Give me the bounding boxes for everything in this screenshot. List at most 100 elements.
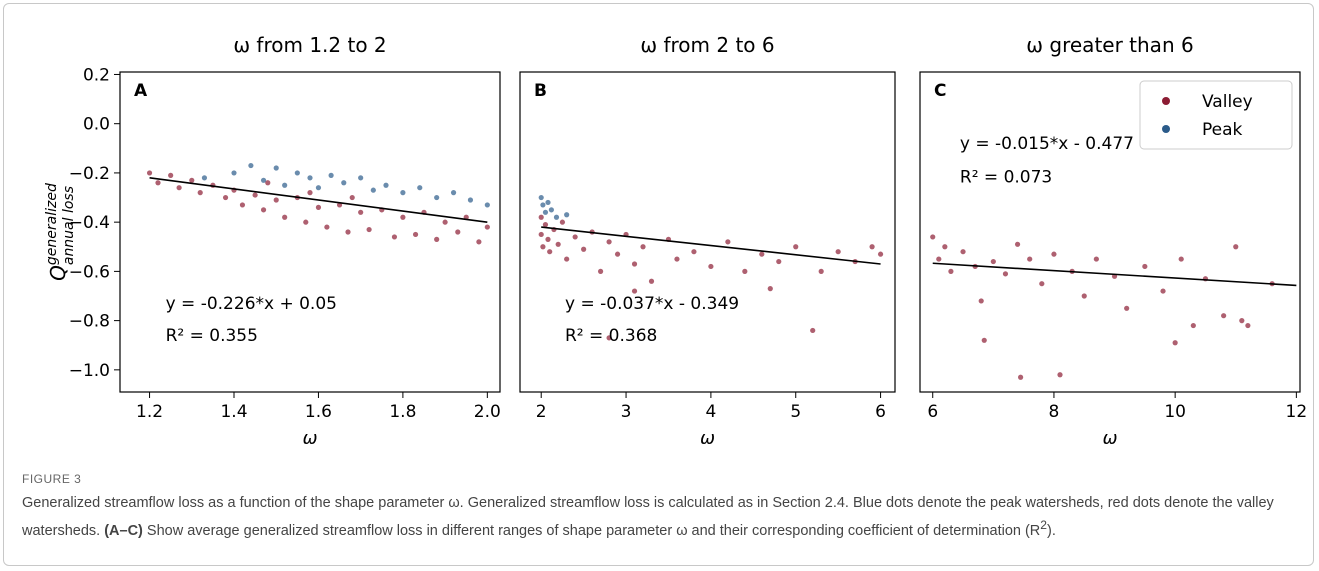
x-tick-label: 1.4 — [220, 402, 247, 422]
scatter-point — [400, 214, 406, 220]
x-tick-label: 1.6 — [305, 402, 332, 422]
scatter-point — [366, 226, 372, 233]
x-tick-label: 6 — [927, 402, 938, 422]
y-tick-label: −0.2 — [69, 164, 110, 184]
scatter-point — [606, 239, 612, 245]
scatter-point — [146, 170, 153, 176]
scatter-point — [1239, 318, 1245, 324]
y-axis-label: Qgeneralizedannual loss — [44, 183, 77, 281]
scatter-point — [548, 207, 554, 213]
scatter-point — [793, 244, 799, 250]
annotation: R² = 0.073 — [960, 167, 1052, 187]
plot-frame — [519, 71, 896, 393]
scatter-point — [391, 234, 398, 240]
scatter-point — [990, 258, 996, 265]
scatter-point — [370, 187, 376, 193]
scatter-point — [197, 190, 203, 196]
y-label-sub: annual loss — [61, 186, 77, 265]
scatter-point — [467, 197, 474, 203]
scatter-point — [559, 219, 566, 225]
scatter-point — [1190, 322, 1196, 329]
caption-part: (A–C) — [104, 522, 143, 539]
y-tick-label: −1.0 — [69, 361, 110, 381]
scatter-point — [553, 214, 560, 220]
scatter-point — [674, 256, 680, 262]
scatter-point — [978, 298, 984, 304]
panel-label: C — [934, 81, 946, 101]
legend-marker — [1162, 97, 1170, 105]
scatter-point — [564, 256, 570, 262]
scatter-point — [540, 244, 546, 250]
trend-line — [541, 226, 881, 265]
scatter-point — [810, 327, 816, 334]
scatter-point — [1178, 256, 1184, 262]
annotation: y = -0.015*x - 0.477 — [960, 134, 1134, 154]
annotation: R² = 0.355 — [166, 326, 258, 346]
scatter-point — [484, 202, 490, 208]
scatter-point — [328, 172, 334, 178]
scatter-point — [248, 162, 254, 169]
scatter-point — [1221, 313, 1227, 319]
plot-frame — [119, 71, 501, 393]
scatter-point — [708, 263, 714, 270]
trend-line — [149, 177, 488, 223]
scatter-point — [383, 182, 389, 188]
scatter-point — [349, 194, 355, 201]
scatter-point — [434, 236, 440, 242]
y-tick-label: 0.0 — [83, 115, 110, 135]
panel-label: B — [534, 81, 547, 101]
scatter-point — [168, 172, 174, 178]
x-tick-label: 2.0 — [474, 402, 501, 422]
x-tick-label: 8 — [1049, 402, 1060, 422]
scatter-point — [155, 180, 161, 186]
scatter-point — [260, 177, 267, 183]
scatter-point — [412, 231, 419, 238]
scatter-point — [1002, 271, 1009, 277]
scatter-point — [540, 202, 546, 208]
panel-title: ω from 2 to 6 — [640, 33, 774, 57]
scatter-point — [1027, 256, 1033, 262]
x-tick-label: 1.2 — [136, 402, 163, 422]
scatter-point — [545, 199, 551, 206]
caption: FIGURE 3 Generalized streamflow loss as … — [22, 468, 1302, 542]
y-tick-label: 0.2 — [83, 65, 110, 85]
scatter-point — [1160, 288, 1166, 294]
scatter-point — [1057, 372, 1063, 378]
y-label-sup: generalized — [44, 183, 60, 265]
x-tick-label: 10 — [1164, 402, 1186, 422]
scatter-point — [1245, 322, 1251, 329]
scatter-point — [1014, 241, 1021, 247]
scatter-point — [542, 209, 549, 215]
scatter-point — [476, 239, 482, 245]
panel-label: A — [134, 81, 148, 101]
y-tick-label: −0.8 — [69, 312, 110, 332]
scatter-point — [942, 244, 948, 250]
scatter-point — [358, 209, 364, 215]
scatter-point — [1039, 281, 1045, 287]
scatter-point — [400, 190, 406, 196]
scatter-point — [239, 202, 246, 208]
scatter-point — [1081, 293, 1087, 299]
figure-frame — [3, 3, 1314, 566]
scatter-point — [1142, 263, 1148, 270]
scatter-point — [1172, 340, 1178, 346]
scatter-point — [222, 194, 229, 201]
trend-line — [932, 262, 1297, 287]
caption-part: Generalized streamflow loss as a functio… — [22, 495, 1274, 539]
scatter-point — [948, 268, 954, 274]
annotation: y = -0.226*x + 0.05 — [166, 294, 337, 314]
scatter-point — [434, 194, 440, 201]
x-tick-label: 12 — [1286, 402, 1308, 422]
panel-title: ω from 1.2 to 2 — [233, 33, 386, 57]
scatter-point — [201, 175, 208, 181]
scatter-point — [538, 214, 544, 220]
scatter-point — [484, 224, 490, 230]
scatter-point — [1093, 256, 1099, 262]
x-tick-label: 6 — [875, 402, 886, 422]
caption-part: ). — [1047, 522, 1056, 539]
scatter-point — [252, 192, 258, 198]
scatter-point — [776, 258, 782, 265]
scatter-point — [725, 239, 731, 245]
scatter-point — [450, 190, 457, 196]
